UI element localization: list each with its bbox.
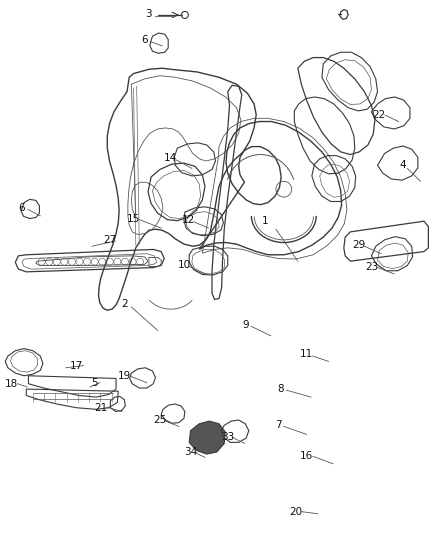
Text: 9: 9 (242, 320, 249, 330)
Text: 34: 34 (184, 447, 197, 457)
Text: 2: 2 (121, 299, 128, 309)
Text: 8: 8 (277, 384, 284, 394)
Text: 33: 33 (221, 432, 234, 442)
Text: 19: 19 (118, 371, 131, 381)
Text: 17: 17 (70, 361, 83, 370)
Text: 27: 27 (103, 235, 116, 245)
Text: 6: 6 (141, 35, 148, 45)
Text: 7: 7 (275, 420, 282, 430)
Text: 4: 4 (399, 160, 406, 170)
Text: 14: 14 (164, 154, 177, 163)
Text: 16: 16 (300, 451, 313, 461)
Text: 12: 12 (182, 215, 195, 225)
Text: 18: 18 (4, 379, 18, 389)
Text: 22: 22 (372, 110, 385, 119)
Text: 15: 15 (127, 214, 140, 223)
Polygon shape (189, 421, 225, 454)
Text: 23: 23 (366, 262, 379, 271)
Text: 5: 5 (91, 378, 98, 387)
Text: 11: 11 (300, 350, 313, 359)
Text: 1: 1 (261, 216, 268, 226)
Text: 21: 21 (94, 403, 107, 413)
Text: 25: 25 (153, 415, 166, 425)
Text: 6: 6 (18, 203, 25, 213)
Text: 20: 20 (289, 507, 302, 516)
Text: 29: 29 (353, 240, 366, 250)
Text: 3: 3 (145, 9, 152, 19)
Text: 10: 10 (177, 260, 191, 270)
